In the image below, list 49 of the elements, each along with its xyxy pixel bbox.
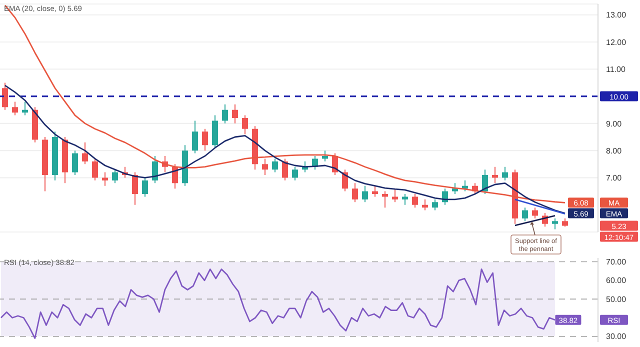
candlestick [202, 128, 208, 152]
candlestick [92, 158, 98, 181]
candlestick [272, 158, 278, 173]
line-series [4, 84, 566, 214]
candlestick [502, 166, 508, 181]
candlestick [432, 198, 438, 211]
candlestick [482, 169, 488, 194]
candlestick [222, 104, 228, 124]
candlestick [22, 101, 28, 116]
candlestick [522, 207, 528, 222]
candlestick [102, 172, 108, 186]
candlestick [422, 198, 428, 211]
candlestick [352, 182, 358, 203]
candlestick [362, 185, 368, 203]
y-tick-label: 30.00 [606, 332, 627, 342]
candlestick [382, 190, 388, 208]
candlestick [232, 104, 238, 124]
candlestick [242, 114, 248, 135]
y-tick-label: 8.00 [606, 146, 622, 156]
candlestick [2, 82, 8, 110]
y-tick-label: 13.00 [606, 10, 627, 20]
candlestick [132, 172, 138, 206]
candlestick [322, 150, 328, 162]
candlestick [292, 166, 298, 181]
candlestick [402, 194, 408, 206]
candlestick [192, 120, 198, 154]
y-tick-label: 7.00 [606, 174, 622, 183]
candlestick [12, 101, 18, 116]
candlestick [372, 185, 378, 198]
candlestick [72, 150, 78, 176]
candlestick [262, 158, 268, 176]
y-tick-label: 11.00 [606, 64, 626, 74]
candlestick [282, 158, 288, 181]
candlestick [392, 188, 398, 203]
y-tick-label: 70.00 [606, 258, 627, 267]
y-tick-label: 12.00 [606, 38, 627, 47]
y-tick-label: 60.00 [606, 276, 627, 286]
candlestick [532, 207, 538, 219]
line-series [4, 4, 566, 204]
candlestick [552, 218, 558, 230]
candlestick [452, 182, 458, 194]
candlestick [82, 142, 88, 165]
y-tick-label: 50.00 [606, 294, 627, 304]
candlestick [142, 177, 148, 198]
candlestick [492, 166, 498, 184]
candlestick [412, 194, 418, 208]
y-tick-label: 9.00 [606, 119, 622, 128]
candlestick [112, 169, 118, 184]
candlestick [152, 156, 158, 184]
